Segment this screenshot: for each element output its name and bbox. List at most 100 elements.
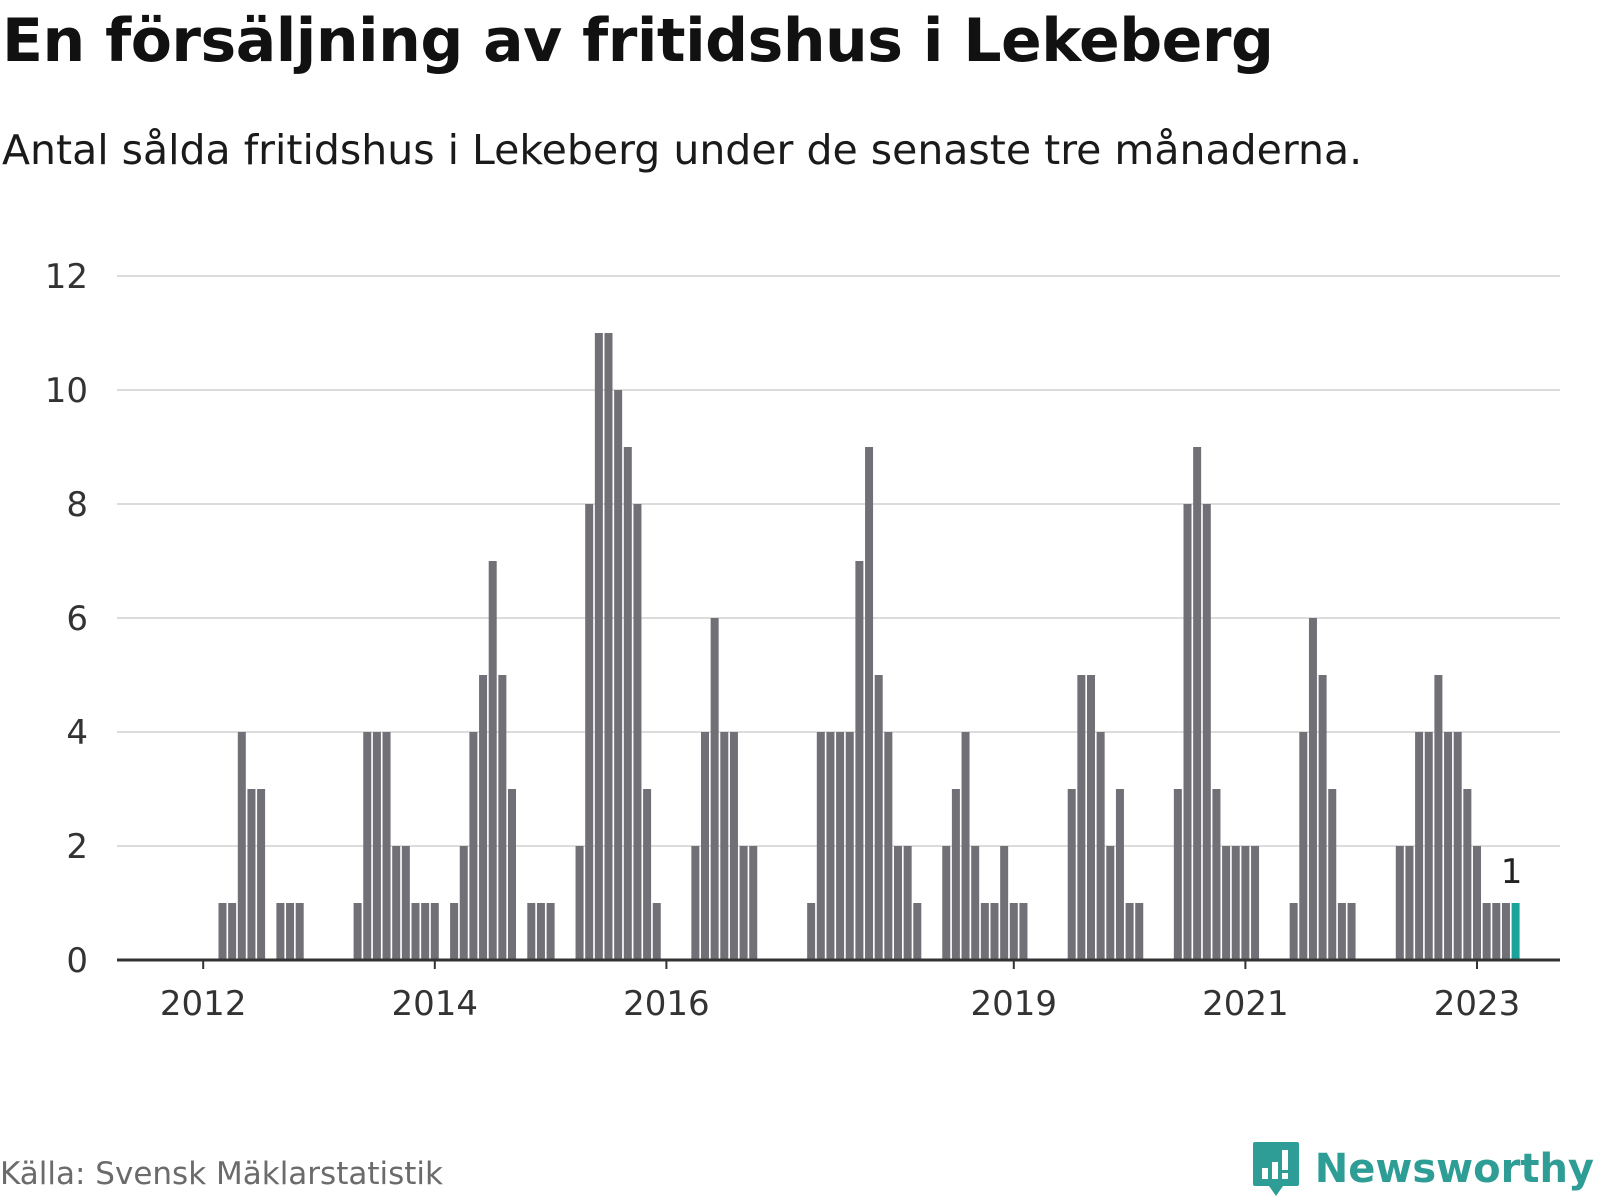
bar bbox=[276, 903, 285, 960]
bar bbox=[546, 903, 555, 960]
bar bbox=[1395, 846, 1404, 960]
bar bbox=[739, 846, 748, 960]
bar bbox=[1299, 732, 1308, 960]
y-tick-label: 2 bbox=[66, 827, 88, 867]
bar bbox=[363, 732, 372, 960]
bar bbox=[508, 789, 516, 960]
bar bbox=[816, 732, 825, 960]
bar bbox=[401, 846, 410, 960]
bar bbox=[1173, 789, 1182, 960]
bar bbox=[1212, 789, 1221, 960]
bar bbox=[1289, 903, 1298, 960]
y-axis-ticks: 0 2 4 6 8 10 12 bbox=[45, 257, 88, 981]
bar bbox=[1000, 846, 1009, 960]
bar bbox=[1347, 903, 1356, 960]
bar bbox=[1009, 903, 1018, 960]
bar bbox=[1106, 846, 1115, 960]
bar bbox=[237, 732, 246, 960]
bar bbox=[536, 903, 545, 960]
bar bbox=[1415, 732, 1424, 960]
bar bbox=[961, 732, 970, 960]
bar bbox=[894, 846, 902, 960]
bar bbox=[594, 333, 603, 960]
bar bbox=[575, 846, 584, 960]
source-note: Källa: Svensk Mäklarstatistik bbox=[0, 1156, 443, 1192]
bar bbox=[874, 675, 883, 960]
bar bbox=[980, 903, 989, 960]
y-tick-label: 12 bbox=[45, 257, 88, 297]
y-tick-label: 4 bbox=[66, 713, 88, 753]
bar bbox=[807, 903, 816, 960]
bar bbox=[1019, 903, 1028, 960]
bar bbox=[218, 903, 227, 960]
bar bbox=[826, 732, 835, 960]
y-tick-label: 0 bbox=[66, 941, 88, 981]
bar-chart: 0 2 4 6 8 10 12 2012 2014 2016 2019 2021 2023 1 bbox=[45, 257, 1560, 1024]
x-tick-label: 2016 bbox=[623, 984, 710, 1024]
bar bbox=[1424, 732, 1433, 960]
bar bbox=[372, 732, 381, 960]
bar bbox=[701, 732, 709, 960]
bar bbox=[942, 846, 951, 960]
bar bbox=[1251, 846, 1260, 960]
highlight-value-label: 1 bbox=[1501, 852, 1523, 892]
data-labels: 1 bbox=[1501, 852, 1523, 892]
bar bbox=[1125, 903, 1134, 960]
bar bbox=[1067, 789, 1076, 960]
bar bbox=[527, 903, 536, 960]
bar bbox=[382, 732, 391, 960]
bar bbox=[1193, 447, 1202, 960]
bar bbox=[257, 789, 266, 960]
bar bbox=[295, 903, 304, 960]
bar bbox=[286, 903, 295, 960]
bar bbox=[1492, 903, 1501, 960]
bar bbox=[1473, 846, 1481, 960]
bar bbox=[1135, 903, 1144, 960]
bar bbox=[604, 333, 613, 960]
bar bbox=[1241, 846, 1250, 960]
bar bbox=[749, 846, 758, 960]
y-tick-label: 8 bbox=[66, 485, 88, 525]
x-tick-label: 2023 bbox=[1434, 984, 1521, 1024]
bar bbox=[1463, 789, 1472, 960]
bar bbox=[1328, 789, 1337, 960]
bar bbox=[643, 789, 652, 960]
bar bbox=[951, 789, 960, 960]
bar bbox=[1501, 903, 1510, 960]
bar bbox=[614, 390, 623, 960]
bar bbox=[623, 447, 632, 960]
bar bbox=[1183, 504, 1192, 960]
bar bbox=[845, 732, 854, 960]
bar bbox=[1434, 675, 1443, 960]
x-axis: 2012 2014 2016 2019 2021 2023 bbox=[117, 958, 1560, 1024]
x-tick-label: 2019 bbox=[971, 984, 1058, 1024]
bar bbox=[1308, 618, 1317, 960]
bar bbox=[498, 675, 507, 960]
chart-subtitle: Antal sålda fritidshus i Lekeberg under … bbox=[2, 126, 1363, 174]
bar bbox=[729, 732, 738, 960]
bar bbox=[353, 903, 362, 960]
bar bbox=[479, 675, 488, 960]
newsworthy-logo-icon bbox=[1252, 1142, 1299, 1196]
bar bbox=[1087, 675, 1095, 960]
x-tick-label: 2021 bbox=[1202, 984, 1289, 1024]
y-tick-label: 6 bbox=[66, 599, 88, 639]
bar bbox=[430, 903, 439, 960]
bar bbox=[691, 846, 700, 960]
bar bbox=[1077, 675, 1086, 960]
chart-title: En försäljning av fritidshus i Lekeberg bbox=[2, 6, 1274, 76]
bar bbox=[1482, 903, 1491, 960]
bar bbox=[1096, 732, 1105, 960]
bar bbox=[450, 903, 459, 960]
bar bbox=[459, 846, 468, 960]
bar bbox=[710, 618, 719, 960]
bar bbox=[633, 504, 642, 960]
bar bbox=[720, 732, 729, 960]
bar bbox=[1405, 846, 1414, 960]
brand-name: Newsworthy bbox=[1314, 1146, 1594, 1192]
bar bbox=[1222, 846, 1231, 960]
bar bbox=[392, 846, 401, 960]
bar bbox=[652, 903, 661, 960]
bar bbox=[247, 789, 256, 960]
bar bbox=[836, 732, 845, 960]
